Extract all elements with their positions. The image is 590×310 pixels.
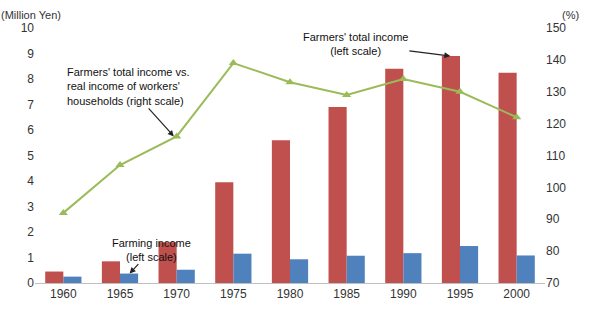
- svg-text:Farmers' total income(left sca: Farmers' total income(left scale): [303, 31, 408, 57]
- svg-text:5: 5: [27, 149, 34, 163]
- svg-text:110: 110: [546, 149, 565, 163]
- svg-text:4: 4: [27, 174, 34, 188]
- svg-text:9: 9: [27, 47, 34, 61]
- svg-text:1960: 1960: [50, 287, 77, 301]
- svg-text:1995: 1995: [447, 287, 474, 301]
- svg-text:0: 0: [27, 276, 34, 290]
- svg-text:70: 70: [546, 276, 560, 290]
- svg-text:(Million Yen): (Million Yen): [1, 9, 61, 21]
- svg-text:8: 8: [27, 72, 34, 86]
- svg-text:2: 2: [27, 225, 34, 239]
- svg-text:100: 100: [546, 181, 566, 195]
- svg-text:7: 7: [27, 98, 34, 112]
- svg-text:150: 150: [546, 21, 566, 35]
- svg-text:1985: 1985: [333, 287, 360, 301]
- svg-text:Farmers' total income vs.real: Farmers' total income vs.real income of …: [67, 66, 190, 107]
- svg-text:90: 90: [546, 212, 560, 226]
- svg-text:120: 120: [546, 117, 566, 131]
- svg-text:(%): (%): [562, 9, 579, 21]
- svg-text:10: 10: [21, 21, 35, 35]
- svg-text:1980: 1980: [277, 287, 304, 301]
- svg-text:2000: 2000: [503, 287, 530, 301]
- svg-text:Farming income(left scale): Farming income(left scale): [112, 237, 191, 263]
- svg-text:1965: 1965: [107, 287, 134, 301]
- svg-text:1970: 1970: [163, 287, 190, 301]
- svg-text:3: 3: [27, 200, 34, 214]
- svg-text:80: 80: [546, 244, 560, 258]
- svg-text:6: 6: [27, 123, 34, 137]
- svg-text:1990: 1990: [390, 287, 417, 301]
- svg-text:140: 140: [546, 53, 566, 67]
- svg-text:1: 1: [27, 251, 34, 265]
- svg-text:1975: 1975: [220, 287, 247, 301]
- svg-text:130: 130: [546, 85, 566, 99]
